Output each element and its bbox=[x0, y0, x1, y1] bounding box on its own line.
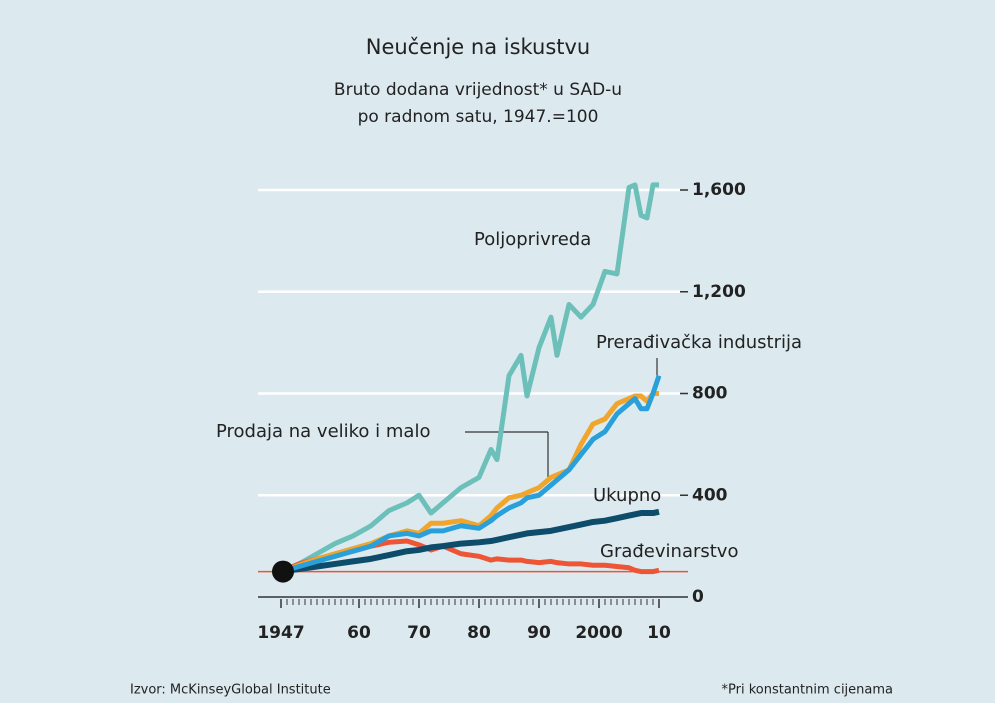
series-label: Ukupno bbox=[593, 485, 661, 506]
series-line bbox=[280, 374, 662, 574]
y-tick-label: 1,600 bbox=[692, 180, 746, 200]
x-tick-label: 2000 bbox=[575, 623, 622, 643]
x-tick-label: 70 bbox=[407, 623, 431, 643]
source: Izvor: McKinseyGlobal Institute bbox=[130, 683, 331, 698]
series-label: Građevinarstvo bbox=[600, 541, 738, 562]
chart-title: Neučenje na iskustvu bbox=[366, 35, 591, 59]
note: *Pri konstantnim cijenama bbox=[722, 683, 893, 698]
series-label: Prerađivačka industrija bbox=[596, 332, 802, 353]
x-tick-label: 1947 bbox=[257, 623, 304, 643]
series-label: Poljoprivreda bbox=[474, 229, 591, 250]
y-tick-label: 1,200 bbox=[692, 282, 746, 302]
y-tick-label: 800 bbox=[692, 384, 728, 404]
x-tick-label: 90 bbox=[527, 623, 551, 643]
start-dot bbox=[272, 560, 294, 583]
series-label: Prodaja na veliko i malo bbox=[216, 421, 430, 442]
y-tick-label: 400 bbox=[692, 485, 728, 505]
subtitle: po radnom satu, 1947.=100 bbox=[358, 107, 599, 127]
subtitle: Bruto dodana vrijednost* u SAD-u bbox=[334, 80, 622, 100]
y-tick-label: 0 bbox=[692, 587, 704, 607]
x-tick-label: 80 bbox=[467, 623, 491, 643]
x-tick-label: 60 bbox=[347, 623, 371, 643]
series-line bbox=[280, 508, 660, 575]
series-line bbox=[280, 182, 659, 574]
x-tick-label: 10 bbox=[647, 623, 671, 643]
